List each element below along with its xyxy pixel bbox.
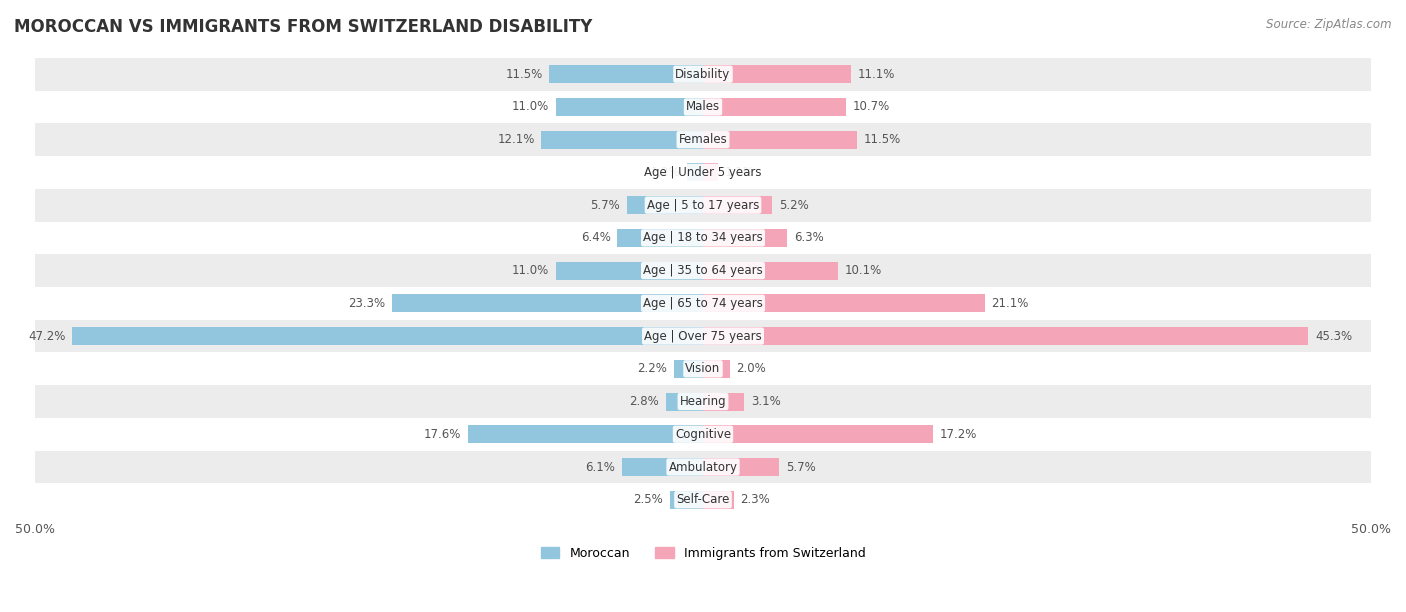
- Bar: [703, 196, 772, 214]
- Bar: [550, 65, 703, 83]
- Text: 10.7%: 10.7%: [852, 100, 890, 113]
- Bar: [35, 188, 1371, 222]
- Bar: [35, 91, 1371, 123]
- Bar: [555, 261, 703, 280]
- Text: Age | 5 to 17 years: Age | 5 to 17 years: [647, 199, 759, 212]
- Text: 47.2%: 47.2%: [28, 330, 66, 343]
- Bar: [35, 58, 1371, 91]
- Bar: [555, 98, 703, 116]
- Bar: [703, 131, 856, 149]
- Text: 3.1%: 3.1%: [751, 395, 780, 408]
- Text: 11.1%: 11.1%: [858, 68, 896, 81]
- Bar: [703, 360, 730, 378]
- Bar: [627, 196, 703, 214]
- Text: 11.5%: 11.5%: [863, 133, 901, 146]
- Legend: Moroccan, Immigrants from Switzerland: Moroccan, Immigrants from Switzerland: [536, 542, 870, 565]
- Bar: [669, 491, 703, 509]
- Text: Age | 65 to 74 years: Age | 65 to 74 years: [643, 297, 763, 310]
- Bar: [35, 353, 1371, 385]
- Text: Females: Females: [679, 133, 727, 146]
- Bar: [72, 327, 703, 345]
- Text: 6.3%: 6.3%: [794, 231, 824, 244]
- Text: 11.5%: 11.5%: [505, 68, 543, 81]
- Text: Age | 18 to 34 years: Age | 18 to 34 years: [643, 231, 763, 244]
- Bar: [35, 319, 1371, 353]
- Text: 2.2%: 2.2%: [637, 362, 666, 375]
- Bar: [621, 458, 703, 476]
- Text: 11.0%: 11.0%: [512, 264, 550, 277]
- Text: 21.1%: 21.1%: [991, 297, 1029, 310]
- Text: 1.1%: 1.1%: [724, 166, 754, 179]
- Bar: [703, 458, 779, 476]
- Text: Cognitive: Cognitive: [675, 428, 731, 441]
- Text: Age | Under 5 years: Age | Under 5 years: [644, 166, 762, 179]
- Text: Age | 35 to 64 years: Age | 35 to 64 years: [643, 264, 763, 277]
- Text: 2.0%: 2.0%: [737, 362, 766, 375]
- Text: 45.3%: 45.3%: [1315, 330, 1353, 343]
- Text: 6.4%: 6.4%: [581, 231, 610, 244]
- Bar: [35, 418, 1371, 450]
- Bar: [703, 229, 787, 247]
- Bar: [617, 229, 703, 247]
- Bar: [703, 294, 984, 312]
- Text: 10.1%: 10.1%: [845, 264, 882, 277]
- Text: 5.7%: 5.7%: [786, 460, 815, 474]
- Text: 5.7%: 5.7%: [591, 199, 620, 212]
- Bar: [541, 131, 703, 149]
- Text: Hearing: Hearing: [679, 395, 727, 408]
- Text: Disability: Disability: [675, 68, 731, 81]
- Text: Vision: Vision: [685, 362, 721, 375]
- Bar: [35, 483, 1371, 516]
- Text: 2.3%: 2.3%: [741, 493, 770, 506]
- Bar: [35, 156, 1371, 188]
- Bar: [703, 98, 846, 116]
- Text: Age | Over 75 years: Age | Over 75 years: [644, 330, 762, 343]
- Text: 2.8%: 2.8%: [628, 395, 659, 408]
- Text: 17.2%: 17.2%: [939, 428, 977, 441]
- Bar: [35, 222, 1371, 254]
- Bar: [703, 163, 717, 181]
- Bar: [703, 392, 744, 411]
- Text: 12.1%: 12.1%: [498, 133, 534, 146]
- Bar: [673, 360, 703, 378]
- Text: Source: ZipAtlas.com: Source: ZipAtlas.com: [1267, 18, 1392, 31]
- Bar: [392, 294, 703, 312]
- Text: 23.3%: 23.3%: [347, 297, 385, 310]
- Bar: [35, 450, 1371, 483]
- Bar: [468, 425, 703, 443]
- Bar: [35, 254, 1371, 287]
- Text: 2.5%: 2.5%: [633, 493, 662, 506]
- Bar: [35, 287, 1371, 319]
- Bar: [703, 425, 932, 443]
- Text: Males: Males: [686, 100, 720, 113]
- Bar: [703, 491, 734, 509]
- Text: 1.2%: 1.2%: [651, 166, 681, 179]
- Text: 17.6%: 17.6%: [423, 428, 461, 441]
- Bar: [703, 327, 1308, 345]
- Text: 11.0%: 11.0%: [512, 100, 550, 113]
- Bar: [688, 163, 703, 181]
- Bar: [35, 123, 1371, 156]
- Bar: [665, 392, 703, 411]
- Bar: [703, 65, 851, 83]
- Text: 5.2%: 5.2%: [779, 199, 808, 212]
- Text: Self-Care: Self-Care: [676, 493, 730, 506]
- Text: Ambulatory: Ambulatory: [668, 460, 738, 474]
- Bar: [35, 385, 1371, 418]
- Text: MOROCCAN VS IMMIGRANTS FROM SWITZERLAND DISABILITY: MOROCCAN VS IMMIGRANTS FROM SWITZERLAND …: [14, 18, 592, 36]
- Text: 6.1%: 6.1%: [585, 460, 614, 474]
- Bar: [703, 261, 838, 280]
